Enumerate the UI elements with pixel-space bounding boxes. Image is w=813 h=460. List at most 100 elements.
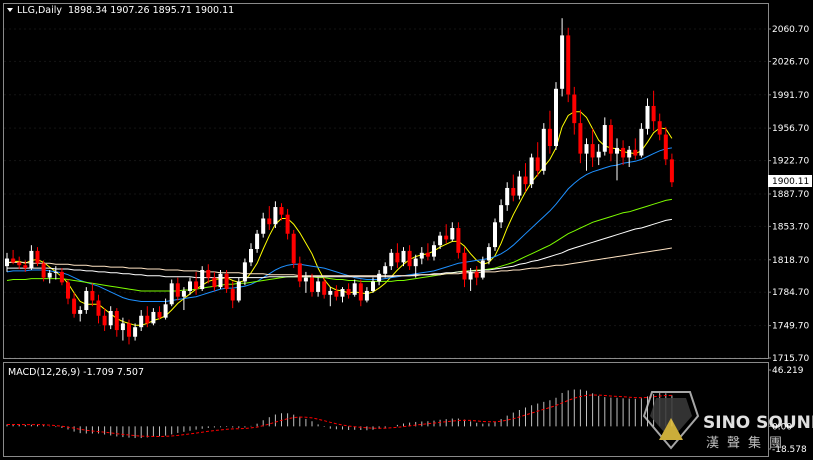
sino-sound-logo: SINO SOUND 漢聲集團 [642, 391, 813, 451]
candle-bear [175, 283, 180, 297]
candle-bull [615, 147, 619, 154]
candle-bull [53, 271, 58, 273]
watermark-name: SINO SOUND [703, 413, 813, 433]
candlestick-series [5, 18, 674, 345]
candle-bear [334, 290, 339, 297]
candle-bull [529, 157, 534, 185]
candle-bull [639, 128, 644, 156]
macd-tick-label: 0.00 [772, 422, 792, 432]
candle-bull [151, 311, 156, 324]
logo-triangle-icon [659, 418, 683, 440]
candle-bull [627, 149, 632, 158]
macd-axis: 46.219 0.00 -18.578 [768, 366, 807, 455]
candle-bear [608, 125, 613, 154]
candle-bear [17, 262, 22, 266]
candle-bear [444, 235, 449, 240]
candle-bear [11, 258, 16, 263]
macd-signal-polyline [7, 394, 672, 437]
candle-bull [139, 315, 144, 328]
ma_slowest-line [7, 247, 672, 277]
candle-bull [480, 260, 485, 278]
macd-signal-line [7, 394, 672, 437]
candle-bear [425, 252, 430, 257]
candle-bull [645, 105, 650, 129]
candle-bull [181, 290, 186, 297]
candle-bear [291, 233, 296, 264]
candle-bull [499, 205, 504, 223]
logo-shield-icon [642, 391, 700, 450]
candle-bull [188, 281, 192, 291]
candle-bull [255, 233, 260, 250]
candle-bear [523, 176, 528, 185]
macd-header: MACD(12,26,9) -1.709 7.507 [8, 367, 144, 378]
candle-bear [578, 123, 583, 154]
candle-bear [474, 271, 479, 278]
candle-bull [5, 258, 9, 267]
candle-bull [505, 187, 510, 206]
candle-bear [102, 315, 107, 326]
candle-bull [273, 207, 278, 225]
candle-bull [383, 266, 388, 274]
price-tick-label: 1956.70 [772, 124, 809, 134]
price-tick-label: 2026.70 [772, 57, 809, 67]
candle-bear [145, 315, 150, 324]
candle-bear [572, 94, 577, 124]
price-tick-label: 1887.70 [772, 190, 809, 200]
candle-bull [364, 290, 369, 301]
candle-bull [560, 35, 565, 89]
ma_slow-line [6, 198, 672, 292]
candle-bear [407, 250, 412, 267]
candle-bear [547, 128, 552, 147]
watermark-sub: 漢聲集團 [706, 435, 790, 451]
candle-bull [47, 272, 52, 278]
candle-bear [23, 265, 28, 269]
candle-bull [468, 271, 473, 280]
candle-bull [486, 247, 491, 261]
candle-bull [377, 273, 382, 282]
candle-bull [389, 252, 394, 267]
candle-bear [206, 269, 211, 278]
candle-bear [96, 300, 101, 316]
candle-bull [84, 290, 89, 311]
candle-bear [663, 134, 668, 160]
candle-bear [346, 289, 351, 295]
candle-bull [401, 250, 406, 263]
candle-bull [419, 252, 424, 259]
price-tick-label: 1853.70 [772, 222, 809, 232]
candle-bull [249, 249, 253, 263]
macd-histogram [6, 389, 673, 439]
candle-bull [541, 128, 546, 171]
candle-bull [316, 281, 321, 292]
candle-bear [322, 281, 327, 295]
candle-bull [602, 125, 607, 152]
current-price-label: 1900.11 [772, 177, 809, 187]
candle-bull [450, 228, 455, 240]
price-tick-label: 1715.70 [772, 354, 809, 364]
candle-bull [78, 310, 83, 314]
candle-bear [72, 298, 77, 314]
price-tick-label: 1784.70 [772, 288, 809, 298]
candle-bear [566, 35, 571, 95]
candle-bull [371, 281, 375, 291]
candle-bear [590, 144, 595, 158]
candle-bull [432, 245, 436, 257]
candle-bear [511, 187, 516, 196]
candle-bull [584, 144, 589, 154]
candle-bear [66, 282, 70, 299]
candle-bull [328, 290, 333, 295]
candle-bull [133, 327, 138, 337]
candle-bull [236, 281, 241, 301]
candle-bear [41, 263, 46, 278]
ohlc-readout: 1898.34 1907.26 1895.71 1900.11 [68, 5, 234, 16]
symbol-dropdown-icon[interactable] [7, 8, 13, 12]
symbol-label[interactable]: LLG,Daily [17, 5, 62, 16]
price-tick-label: 1922.70 [772, 157, 809, 167]
candle-bull [108, 310, 113, 326]
candle-bull [218, 273, 223, 288]
candle-bull [163, 304, 168, 318]
price-axis: 2060.70 2026.70 1991.70 1956.70 1922.70 1887.… [768, 25, 809, 364]
candle-bear [462, 252, 467, 280]
price-tick-label: 1991.70 [772, 91, 809, 101]
